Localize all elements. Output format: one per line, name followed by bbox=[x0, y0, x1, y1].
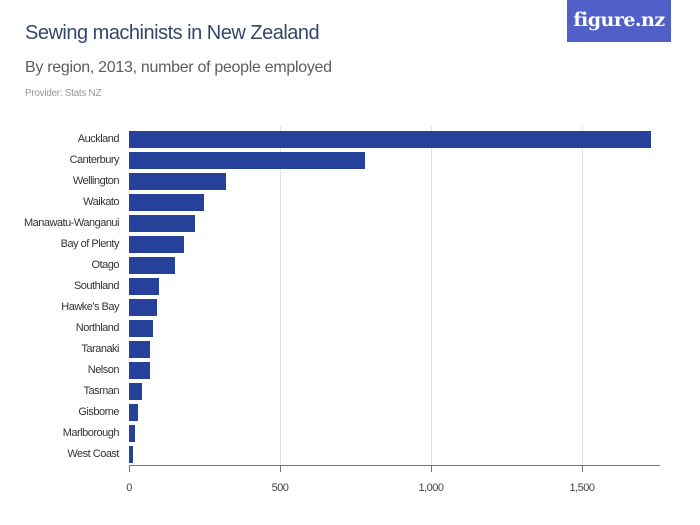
bar[interactable] bbox=[129, 131, 651, 148]
category-label: Waikato bbox=[83, 196, 119, 208]
bar[interactable] bbox=[129, 383, 142, 400]
provider-note: Provider: Stats NZ bbox=[25, 88, 102, 99]
x-tick bbox=[431, 466, 432, 472]
x-tick bbox=[582, 466, 583, 472]
bar-row bbox=[129, 383, 660, 400]
bar-row bbox=[129, 215, 660, 232]
bar[interactable] bbox=[129, 257, 175, 274]
category-label: Otago bbox=[91, 259, 120, 271]
bar[interactable] bbox=[129, 362, 151, 379]
bar[interactable] bbox=[129, 152, 365, 169]
x-tick bbox=[280, 466, 281, 472]
category-label: Hawke's Bay bbox=[61, 301, 119, 313]
bar[interactable] bbox=[129, 194, 204, 211]
category-label: Southland bbox=[73, 280, 120, 292]
category-label: Canterbury bbox=[69, 154, 120, 166]
category-label: Tasman bbox=[83, 385, 119, 397]
bar-row bbox=[129, 194, 660, 211]
bar-row bbox=[129, 152, 660, 169]
x-tick-label: 500 bbox=[271, 482, 289, 494]
bar[interactable] bbox=[129, 173, 226, 190]
category-label: Wellington bbox=[72, 175, 120, 187]
bar-row bbox=[129, 257, 660, 274]
category-label: Northland bbox=[75, 322, 120, 334]
bar[interactable] bbox=[129, 404, 139, 421]
category-label: Auckland bbox=[77, 133, 120, 145]
bar-row bbox=[129, 362, 660, 379]
bar-row bbox=[129, 425, 660, 442]
x-tick-label: 1,500 bbox=[569, 482, 595, 494]
x-tick-label: 0 bbox=[126, 482, 132, 494]
bar-row bbox=[129, 131, 660, 148]
bar-row bbox=[129, 299, 660, 316]
bar-row bbox=[129, 236, 660, 253]
category-label: Taranaki bbox=[81, 343, 119, 355]
bar[interactable] bbox=[129, 299, 158, 316]
category-label: Marlborough bbox=[62, 427, 120, 439]
bar[interactable] bbox=[129, 215, 195, 232]
bar-row bbox=[129, 278, 660, 295]
category-label: West Coast bbox=[67, 448, 119, 460]
bar[interactable] bbox=[129, 341, 151, 358]
bar[interactable] bbox=[129, 446, 133, 463]
figure-nz-logo[interactable]: figure.nz bbox=[567, 0, 671, 42]
chart-subtitle: By region, 2013, number of people employ… bbox=[25, 59, 332, 76]
chart-title: Sewing machinists in New Zealand bbox=[25, 22, 320, 44]
category-label: Bay of Plenty bbox=[60, 238, 120, 250]
bar[interactable] bbox=[129, 236, 184, 253]
bar[interactable] bbox=[129, 425, 136, 442]
x-tick bbox=[129, 466, 130, 472]
x-axis-line bbox=[129, 465, 660, 466]
gridline bbox=[582, 126, 583, 466]
category-label: Nelson bbox=[87, 364, 120, 376]
chart-plot-area bbox=[129, 126, 660, 472]
bar-row bbox=[129, 446, 660, 463]
bar-row bbox=[129, 173, 660, 190]
gridline bbox=[280, 126, 281, 466]
x-tick-label: 1,000 bbox=[418, 482, 444, 494]
category-label: Gisborne bbox=[78, 406, 119, 418]
gridline bbox=[431, 126, 432, 466]
bar[interactable] bbox=[129, 320, 154, 337]
category-label: Manawatu-Wanganui bbox=[23, 217, 120, 229]
bar[interactable] bbox=[129, 278, 159, 295]
bar-row bbox=[129, 404, 660, 421]
bar-row bbox=[129, 341, 660, 358]
bar-row bbox=[129, 320, 660, 337]
